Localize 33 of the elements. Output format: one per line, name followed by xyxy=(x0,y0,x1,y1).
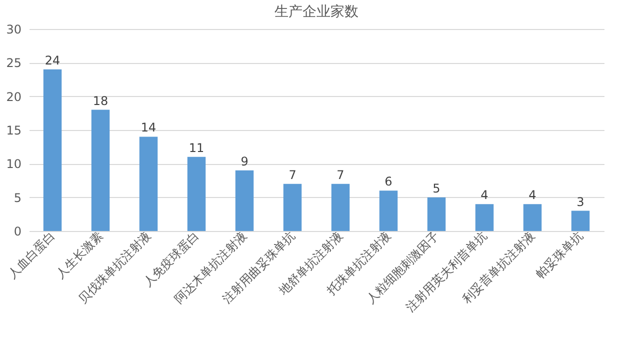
y-tick-label: 20 xyxy=(6,90,22,104)
data-label: 24 xyxy=(44,53,60,68)
bar xyxy=(283,184,302,231)
data-label: 4 xyxy=(528,188,536,202)
y-tick-label: 25 xyxy=(6,56,22,70)
y-tick-label: 30 xyxy=(6,22,22,36)
bar xyxy=(43,69,62,231)
data-label: 3 xyxy=(576,194,584,209)
bar xyxy=(379,190,398,231)
bar xyxy=(427,197,446,231)
data-label: 11 xyxy=(188,140,204,155)
data-label: 6 xyxy=(384,174,392,189)
chart-title: 生产企业家数 xyxy=(274,4,358,20)
data-label: 7 xyxy=(336,168,344,182)
bar xyxy=(91,110,110,231)
data-label: 18 xyxy=(92,94,108,108)
bar xyxy=(235,170,254,231)
data-label: 14 xyxy=(140,120,156,135)
bar xyxy=(331,184,350,231)
data-label: 7 xyxy=(288,168,296,182)
y-tick-label: 0 xyxy=(14,224,22,238)
y-tick-label: 10 xyxy=(6,157,22,172)
x-tick-label: 帕妥珠单抗 xyxy=(533,228,586,281)
bar xyxy=(475,204,494,231)
bar xyxy=(523,204,542,231)
bar xyxy=(187,156,206,231)
data-label: 9 xyxy=(240,154,248,168)
bar xyxy=(139,136,158,231)
y-tick-label: 5 xyxy=(14,190,22,205)
bar xyxy=(571,210,590,231)
data-label: 4 xyxy=(480,188,488,202)
y-tick-label: 15 xyxy=(6,124,22,138)
data-label: 5 xyxy=(432,181,440,196)
